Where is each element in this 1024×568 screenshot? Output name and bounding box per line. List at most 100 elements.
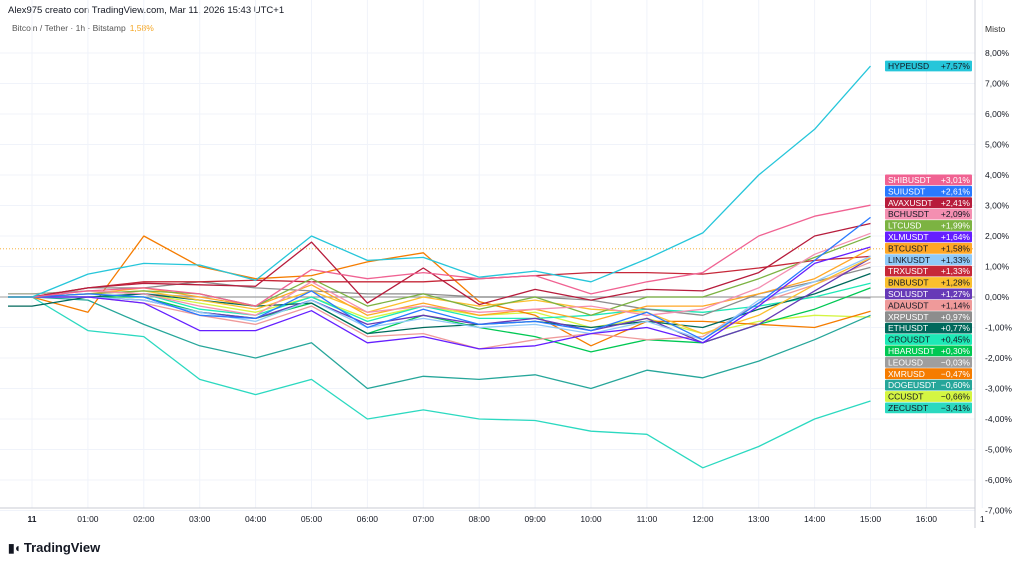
- series-tag-linkusdt[interactable]: LINKUSDT +1,33%: [885, 254, 972, 266]
- series-group: [8, 65, 871, 469]
- series-tag-name: AVAXUSDT: [888, 198, 933, 208]
- series-tag-btcusdt[interactable]: BTCUSDT +1,58%: [885, 242, 972, 254]
- series-tag-hypeusd[interactable]: HYPEUSD +7,57%: [885, 60, 972, 72]
- series-tag-value: −0,60%: [941, 380, 971, 390]
- x-tick-label: 03:00: [189, 514, 211, 524]
- series-tag-value: +1,64%: [941, 232, 971, 242]
- series-tag-name: XLMUSDT: [888, 232, 929, 242]
- series-line-ethusdt[interactable]: [8, 272, 871, 335]
- y-tick-label: -6,00%: [985, 475, 1012, 485]
- series-tag-dogeusdt[interactable]: DOGEUSDT −0,60%: [885, 379, 972, 391]
- scale-mode-label[interactable]: Misto: [985, 24, 1006, 34]
- series-tag-name: XRPUSDT: [888, 312, 929, 322]
- x-tick-label: 16:00: [916, 514, 938, 524]
- x-tick-label: 06:00: [357, 514, 379, 524]
- symbol-legend[interactable]: Bitcoin / Tether · 1h · Bitstamp 1,58%: [12, 23, 154, 33]
- series-line-dogeusdt[interactable]: [8, 296, 871, 390]
- logo-text: TradingView: [23, 540, 101, 555]
- x-tick-label: 08:00: [469, 514, 491, 524]
- series-tag-value: +3,01%: [941, 175, 971, 185]
- series-line-avaxusdt[interactable]: [8, 222, 871, 306]
- series-tag-xlmusdt[interactable]: XLMUSDT +1,64%: [885, 231, 972, 243]
- series-tag-zecusdt[interactable]: ZECUSDT −3,41%: [885, 402, 972, 414]
- series-tag-name: BCHUSDT: [888, 209, 929, 219]
- x-tick-label: 11:00: [637, 514, 658, 524]
- series-tag-avaxusdt[interactable]: AVAXUSDT +2,41%: [885, 197, 972, 209]
- series-line-linkusdt[interactable]: [8, 255, 871, 341]
- series-tag-name: SHIBUSDT: [888, 175, 931, 185]
- series-tag-bg: [885, 311, 972, 323]
- series-tag-bg: [885, 265, 972, 277]
- series-tag-bnbusdt[interactable]: BNBUSDT +1,28%: [885, 277, 972, 288]
- x-tick-label: 14:00: [804, 514, 826, 524]
- series-line-zecusdt[interactable]: [8, 296, 871, 469]
- series-tag-name: BNBUSDT: [888, 278, 929, 288]
- series-tag-crousdt[interactable]: CROUSDT +0,45%: [885, 334, 972, 345]
- series-line-xmrusd[interactable]: [8, 235, 871, 347]
- series-tag-name: BTCUSDT: [888, 243, 928, 253]
- series-tag-name: SOLUSDT: [888, 289, 928, 299]
- series-tag-hbarusdt[interactable]: HBARUSDT +0,30%: [885, 345, 972, 357]
- series-tag-ethusdt[interactable]: ETHUSDT +0,77%: [885, 322, 972, 334]
- series-tag-name: CCUSDT: [888, 392, 923, 402]
- series-tag-name: HYPEUSD: [888, 61, 929, 71]
- series-line-shibusdt[interactable]: [8, 204, 871, 307]
- series-tag-xrpusdt[interactable]: XRPUSDT +0,97%: [885, 311, 972, 323]
- series-tag-name: ADAUSDT: [888, 300, 929, 310]
- series-tag-value: −0,47%: [941, 369, 971, 379]
- series-tag-value: +2,09%: [941, 209, 971, 219]
- tradingview-logo: ▮◖ TradingView: [8, 540, 100, 555]
- series-tag-bg: [885, 231, 972, 243]
- series-tag-trxusdt[interactable]: TRXUSDT +1,33%: [885, 265, 972, 277]
- series-tag-value: +1,27%: [941, 289, 971, 299]
- series-tag-bg: [885, 197, 972, 209]
- series-tag-bg: [885, 60, 972, 72]
- series-tag-bg: [885, 334, 972, 345]
- series-line-bchusdt[interactable]: [8, 232, 871, 316]
- series-tag-bg: [885, 379, 972, 391]
- series-tag-suiusdt[interactable]: SUIUSDT +2,61%: [885, 185, 972, 197]
- series-tag-value: −0,66%: [941, 392, 971, 402]
- series-tag-adausdt[interactable]: ADAUSDT +1,14%: [885, 299, 972, 311]
- series-tag-bg: [885, 288, 972, 300]
- x-tick-label: 04:00: [245, 514, 267, 524]
- series-tag-name: CROUSDT: [888, 335, 930, 345]
- y-tick-label: 5,00%: [985, 140, 1010, 150]
- series-tag-value: +0,30%: [941, 346, 971, 356]
- series-line-trxusdt[interactable]: [8, 255, 871, 298]
- series-tag-bg: [885, 402, 972, 414]
- series-tag-value: +1,14%: [941, 300, 971, 310]
- series-tag-bg: [885, 220, 972, 231]
- x-tick-label: 10:00: [580, 514, 602, 524]
- series-line-xlmusdt[interactable]: [8, 246, 871, 350]
- series-tag-value: −0,03%: [941, 357, 971, 367]
- series-line-suiusdt[interactable]: [8, 216, 871, 341]
- x-tick-label: 05:00: [301, 514, 323, 524]
- y-tick-label: 3,00%: [985, 201, 1010, 211]
- tradingview-logo-icon: ▮◖: [8, 540, 21, 555]
- series-tag-ccusdt[interactable]: CCUSDT −0,66%: [885, 391, 972, 402]
- series-tag-value: +0,45%: [941, 335, 971, 345]
- series-line-ltcusd[interactable]: [8, 235, 871, 316]
- y-tick-label: 0,00%: [985, 292, 1010, 302]
- series-tag-bg: [885, 368, 972, 380]
- x-tick-label: 02:00: [133, 514, 155, 524]
- series-tag-bg: [885, 322, 972, 334]
- y-tick-label: 6,00%: [985, 109, 1010, 119]
- series-tag-ltcusd[interactable]: LTCUSD +1,99%: [885, 220, 972, 231]
- series-line-hypeusd[interactable]: [8, 65, 871, 298]
- series-tag-name: SUIUSDT: [888, 186, 925, 196]
- series-tag-bchusdt[interactable]: BCHUSDT +2,09%: [885, 208, 972, 220]
- series-tag-xmrusd[interactable]: XMRUSD −0,47%: [885, 368, 972, 380]
- x-tick-label: 07:00: [413, 514, 435, 524]
- x-tick-label: 09:00: [524, 514, 546, 524]
- symbol-name: Bitcoin / Tether · 1h · Bitstamp: [12, 23, 126, 33]
- series-tag-bg: [885, 174, 972, 186]
- y-tick-label: -3,00%: [985, 384, 1012, 394]
- series-tag-name: ZECUSDT: [888, 403, 928, 413]
- series-tag-value: +7,57%: [941, 61, 971, 71]
- series-tag-shibusdt[interactable]: SHIBUSDT +3,01%: [885, 174, 972, 186]
- series-tag-solusdt[interactable]: SOLUSDT +1,27%: [885, 288, 972, 300]
- series-tag-leousd[interactable]: LEOUSD −0,03%: [885, 356, 972, 368]
